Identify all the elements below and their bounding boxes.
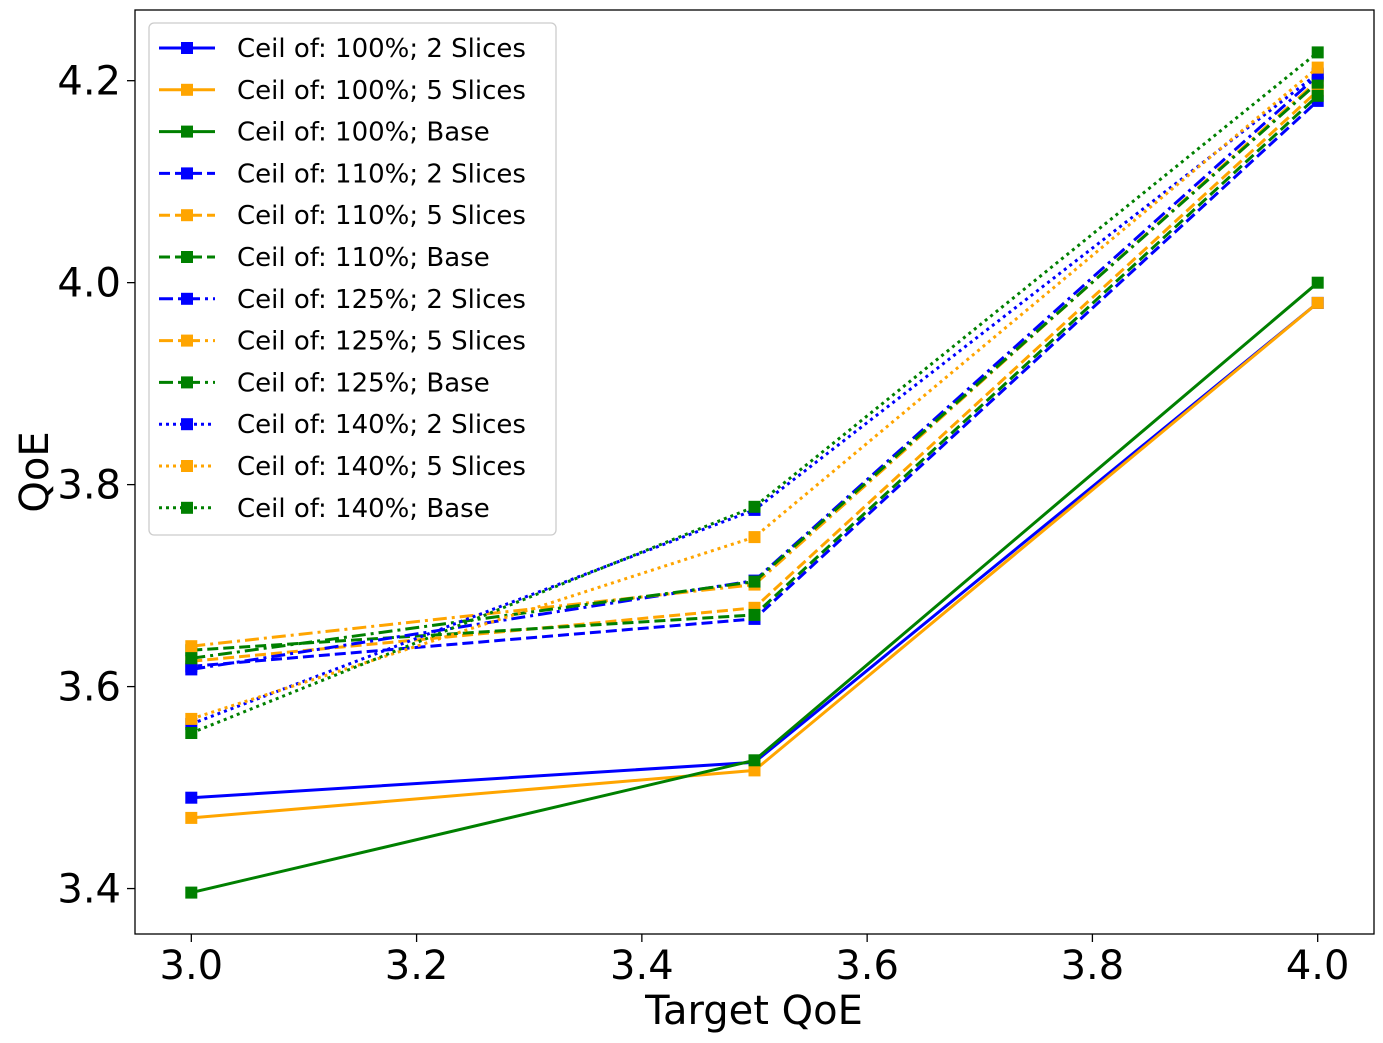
y-tick-label: 3.8 [57,463,121,509]
data-point [1311,89,1324,102]
legend-marker [181,42,193,54]
legend-box [148,22,557,536]
legend-item: Ceil of: 125%; 2 Slices [159,285,526,315]
plot-frame [134,9,1375,935]
legend-marker [181,292,193,305]
series-2 [185,296,1324,824]
legend-marker [181,251,193,263]
legend-item: Ceil of: 100%; 2 Slices [159,34,526,64]
series-11 [185,61,1324,725]
series-line [190,66,1319,721]
data-point [185,886,198,899]
data-point [748,531,761,544]
legend-label: Ceil of: 125%; Base [237,368,490,398]
legend-item: Ceil of: 100%; Base [159,118,490,148]
legend-label: Ceil of: 125%; 2 Slices [237,285,526,315]
legend-item: Ceil of: 110%; Base [159,243,490,273]
legend-label: Ceil of: 140%; 5 Slices [237,452,526,482]
data-point [185,663,198,676]
data-point [185,727,198,739]
x-tick-label: 3.2 [385,943,449,989]
series-9 [185,76,1324,665]
legend-item: Ceil of: 125%; Base [159,368,490,398]
data-point [185,712,198,725]
legend-marker [181,83,193,96]
data-point [1311,296,1324,309]
legend-label: Ceil of: 100%; Base [237,118,490,148]
legend-item: Ceil of: 140%; 5 Slices [159,452,526,482]
series-layer [185,46,1324,899]
y-tick-label: 3.6 [57,665,121,711]
y-axis: 3.4 3.6 3.8 4.0 4.2 [57,59,135,913]
x-tick-label: 3.8 [1061,943,1125,989]
y-tick-label: 4.2 [57,59,121,105]
legend-label: Ceil of: 100%; 2 Slices [237,34,526,64]
x-tick-label: 3.0 [160,943,224,989]
legend-marker [181,167,193,180]
x-tick-label: 3.6 [835,943,899,989]
legend-marker [181,460,193,472]
legend-marker [181,376,193,389]
x-axis: 3.0 3.2 3.4 3.6 3.8 4.0 [160,934,1350,989]
legend-item: Ceil of: 110%; 5 Slices [159,201,526,231]
series-3 [185,276,1324,899]
y-tick-label: 3.4 [57,867,121,913]
data-point [185,640,198,653]
data-point [185,652,198,665]
legend-marker [181,418,193,431]
data-point [1311,46,1324,59]
legend-label: Ceil of: 140%; Base [237,494,490,524]
legend-marker [181,125,193,138]
legend-item: Ceil of: 140%; 2 Slices [159,410,526,440]
legend-item: Ceil of: 140%; Base [159,494,490,524]
y-axis-label: QoE [12,431,58,512]
legend-item: Ceil of: 110%; 2 Slices [159,159,526,189]
x-axis-label: Target QoE [644,988,863,1034]
data-point [1311,276,1324,289]
data-point [185,791,198,804]
legend-label: Ceil of: 125%; 5 Slices [237,327,526,357]
legend-label: Ceil of: 110%; Base [237,243,490,273]
x-tick-label: 3.4 [610,943,674,989]
legend-label: Ceil of: 100%; 5 Slices [237,76,526,106]
legend-marker [181,209,193,222]
data-point [748,500,761,513]
series-12 [185,46,1324,739]
data-point [185,811,198,824]
x-tick-label: 4.0 [1286,943,1350,989]
legend-marker [181,501,193,514]
legend-label: Ceil of: 110%; 2 Slices [237,159,526,189]
data-point [748,608,761,621]
legend-item: Ceil of: 100%; 5 Slices [159,76,526,106]
data-point [748,575,761,588]
data-point [748,764,761,777]
data-point [748,754,761,767]
legend-label: Ceil of: 140%; 2 Slices [237,410,526,440]
legend-label: Ceil of: 110%; 5 Slices [237,201,526,231]
legend-marker [181,334,193,347]
data-point [1311,61,1324,74]
legend-item: Ceil of: 125%; 5 Slices [159,327,526,357]
y-tick-label: 4.0 [57,261,121,307]
legend: Ceil of: 100%; 2 Slices Ceil of: 100%; 5 … [148,22,557,536]
data-point [1311,76,1324,89]
